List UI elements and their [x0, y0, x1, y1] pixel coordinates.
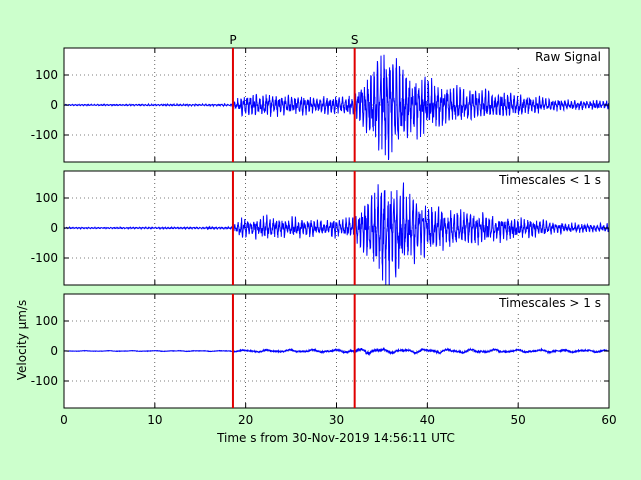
panel-title-bg [497, 50, 607, 67]
x-tick-label: 20 [238, 413, 253, 427]
x-tick-label: 30 [329, 413, 344, 427]
y-tick-label: -100 [31, 251, 58, 265]
x-axis-label: Time s from 30-Nov-2019 14:56:11 UTC [216, 431, 455, 445]
y-tick-label: -100 [31, 128, 58, 142]
x-tick-label: 40 [420, 413, 435, 427]
panel-title: Raw Signal [535, 50, 601, 64]
x-tick-label: 0 [60, 413, 68, 427]
y-tick-label: 0 [50, 98, 58, 112]
y-tick-label: 0 [50, 221, 58, 235]
y-tick-label: 100 [35, 191, 58, 205]
waveform-trace [63, 182, 610, 286]
panel-title-bg [497, 296, 607, 313]
y-tick-label: 100 [35, 68, 58, 82]
panel-title-bg [497, 173, 607, 190]
panel-1: -100 0 100 Raw Signal [31, 47, 610, 163]
panel-2: -100 0 100 Timescales < 1 s [31, 170, 610, 286]
x-tick-label: 10 [147, 413, 162, 427]
x-tick-label: 60 [601, 413, 616, 427]
panel-3: -100 0 100 0 10 20 30 40 50 60 Timescales > 1 s [31, 293, 617, 427]
panel-title: Timescales > 1 s [498, 296, 601, 310]
y-tick-label: 0 [50, 344, 58, 358]
phase-label-s: S [351, 33, 359, 47]
panel-title: Timescales < 1 s [498, 173, 601, 187]
y-axis-label: Velocity μm/s [15, 300, 29, 381]
y-tick-label: -100 [31, 374, 58, 388]
y-tick-label: 100 [35, 314, 58, 328]
phase-label-p: P [229, 33, 236, 47]
waveform-trace [63, 347, 610, 357]
waveform-trace [63, 54, 610, 161]
x-tick-label: 50 [511, 413, 526, 427]
